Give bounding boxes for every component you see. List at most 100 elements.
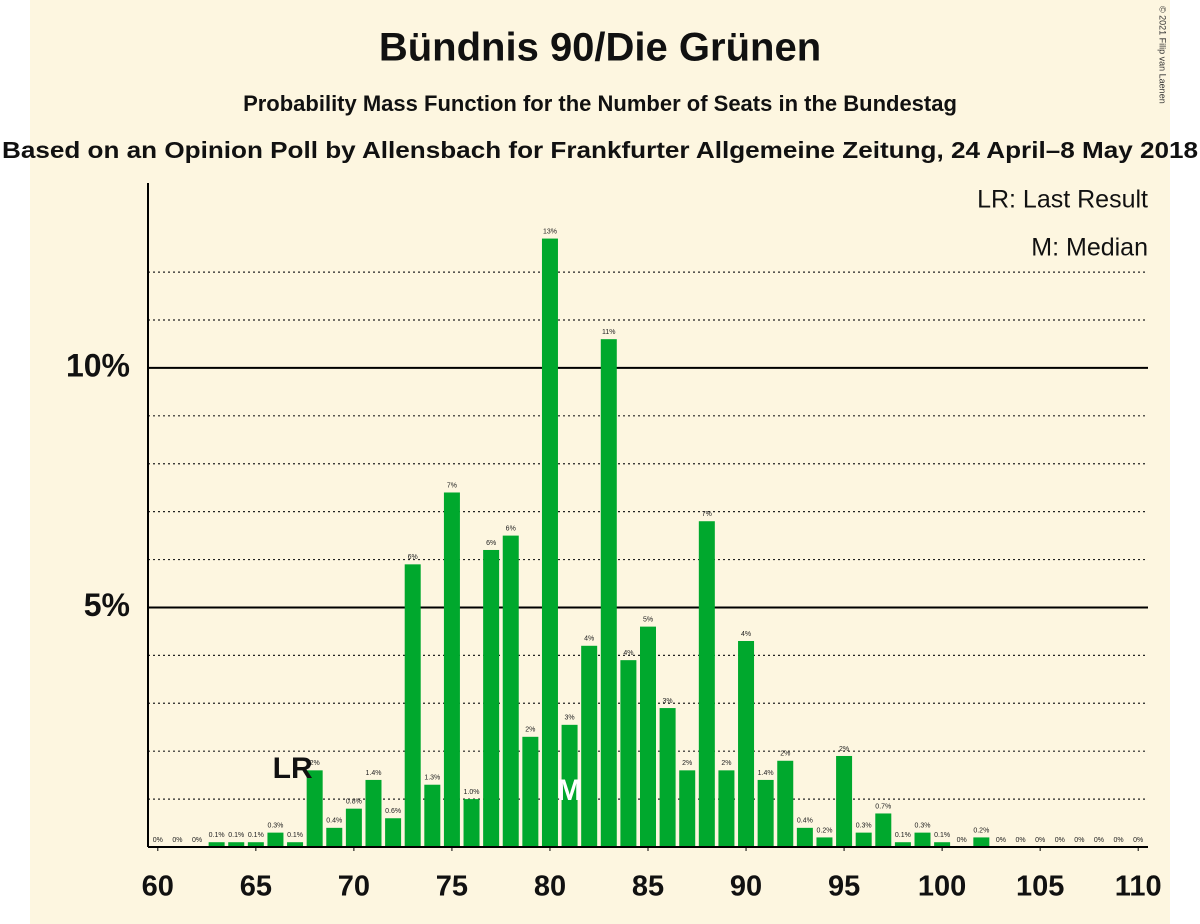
value-label: 0.1% — [209, 832, 225, 839]
value-label: 0% — [1015, 837, 1025, 844]
bar — [836, 755, 853, 847]
value-label: 3% — [565, 715, 575, 722]
value-label: 2% — [780, 751, 790, 758]
value-label: 7% — [702, 511, 712, 518]
value-label: 0% — [1074, 837, 1084, 844]
bar — [600, 339, 617, 847]
value-label: 6% — [486, 540, 496, 547]
chart-source: Based on an Opinion Poll by Allensbach f… — [2, 137, 1198, 163]
bar — [247, 842, 264, 847]
value-label: 0.1% — [248, 832, 264, 839]
last-result-marker: LR — [273, 752, 313, 785]
value-label: 0% — [172, 837, 182, 844]
bar — [659, 708, 676, 847]
value-label: 4% — [623, 650, 633, 657]
bar — [404, 564, 421, 847]
x-tick-label: 65 — [240, 871, 272, 903]
value-label: 2% — [839, 746, 849, 753]
value-label: 6% — [506, 525, 516, 532]
legend-text: M: Median — [1031, 234, 1148, 262]
bar — [522, 736, 539, 847]
bar — [424, 784, 441, 847]
value-label: 0.3% — [915, 822, 931, 829]
x-tick-label: 60 — [142, 871, 174, 903]
median-marker: M — [557, 774, 582, 807]
value-label: 0% — [153, 837, 163, 844]
value-label: 0% — [192, 837, 202, 844]
x-tick-label: 75 — [436, 871, 468, 903]
value-label: 0.3% — [856, 822, 872, 829]
value-label: 5% — [643, 616, 653, 623]
x-tick-label: 105 — [1016, 871, 1064, 903]
y-tick-label: 10% — [66, 347, 130, 383]
bar — [875, 813, 892, 847]
bar — [640, 626, 656, 847]
bar — [894, 842, 911, 847]
bar — [483, 549, 500, 847]
x-tick-label: 85 — [632, 871, 664, 903]
value-label: 3% — [663, 698, 673, 705]
x-tick-label: 90 — [730, 871, 762, 903]
value-label: 0.8% — [346, 799, 362, 806]
value-label: 0.2% — [973, 827, 989, 834]
y-tick-label: 5% — [84, 587, 130, 623]
bar — [718, 770, 735, 847]
bar — [855, 832, 872, 847]
bar — [326, 827, 343, 847]
bar — [796, 827, 813, 847]
value-label: 1.4% — [366, 770, 382, 777]
bar — [581, 645, 598, 847]
legend-text: LR: Last Result — [977, 186, 1148, 214]
value-label: 0.6% — [385, 808, 401, 815]
value-label: 2% — [721, 760, 731, 767]
value-label: 11% — [602, 329, 616, 336]
background — [30, 0, 1170, 924]
bar — [541, 238, 558, 847]
bar — [914, 832, 931, 847]
x-tick-label: 80 — [534, 871, 566, 903]
bar — [306, 770, 323, 847]
bar — [267, 832, 284, 847]
value-label: 4% — [584, 636, 594, 643]
value-label: 2% — [310, 760, 320, 767]
value-label: 0.1% — [228, 832, 244, 839]
bar — [777, 760, 794, 847]
value-label: 0.4% — [326, 818, 342, 825]
bar — [934, 842, 951, 847]
value-label: 1.0% — [464, 789, 480, 796]
x-tick-label: 100 — [918, 871, 966, 903]
bar — [385, 818, 402, 847]
value-label: 0% — [996, 837, 1006, 844]
bar — [228, 842, 245, 847]
bar — [698, 521, 715, 847]
bar — [738, 640, 755, 847]
value-label: 13% — [543, 228, 557, 235]
chart-subtitle: Probability Mass Function for the Number… — [243, 91, 957, 116]
value-label: 0% — [1133, 837, 1143, 844]
value-label: 0.1% — [895, 832, 911, 839]
x-tick-label: 110 — [1115, 871, 1162, 903]
value-label: 6% — [408, 554, 418, 561]
value-label: 0% — [1114, 837, 1124, 844]
bar — [561, 724, 578, 847]
value-label: 2% — [682, 760, 692, 767]
value-label: 0.1% — [934, 832, 950, 839]
value-label: 0.4% — [797, 818, 813, 825]
bar — [816, 837, 833, 847]
bar — [443, 492, 460, 847]
value-label: 2% — [525, 727, 535, 734]
bar — [502, 535, 519, 847]
value-label: 0% — [1094, 837, 1104, 844]
value-label: 0% — [1055, 837, 1065, 844]
bar — [620, 660, 637, 847]
bar — [463, 799, 480, 847]
bar — [287, 842, 304, 847]
value-label: 0% — [957, 837, 967, 844]
bar — [973, 837, 990, 847]
value-label: 0.2% — [816, 827, 832, 834]
bar — [345, 808, 362, 847]
bar — [208, 842, 225, 847]
bar — [757, 779, 774, 847]
value-label: 1.4% — [758, 770, 774, 777]
